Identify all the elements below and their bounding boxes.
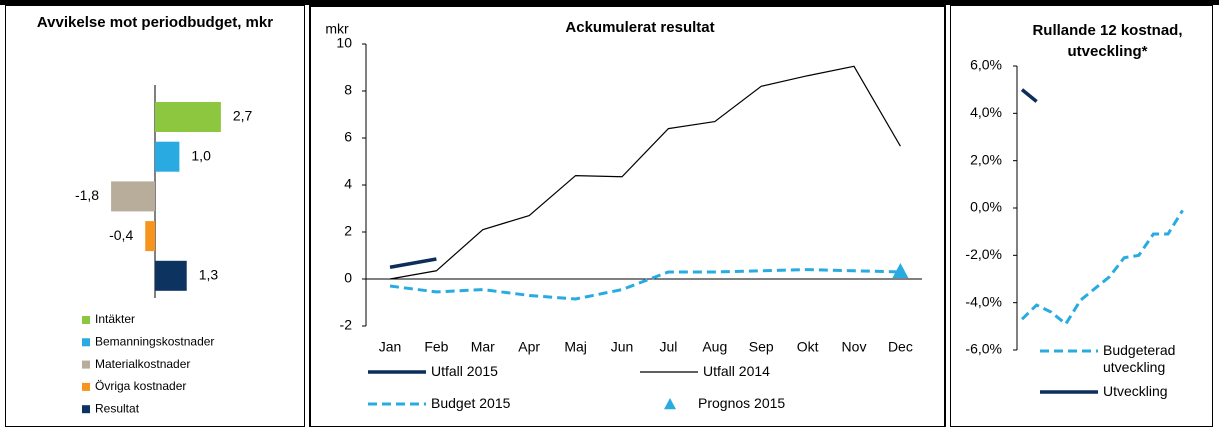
legend-label: Utfall 2015 (431, 363, 498, 379)
legend-swatch (82, 316, 90, 324)
y-tick-label: -2 (340, 317, 353, 333)
series-line (389, 65, 901, 280)
x-tick-label: Nov (842, 339, 867, 355)
x-tick-label: Okt (797, 339, 819, 355)
series-line (1020, 88, 1038, 103)
legend-label: Prognos 2015 (698, 395, 786, 411)
x-tick-label: Aug (702, 339, 727, 355)
y-tick-label: -2,0% (965, 246, 1002, 262)
y-tick-label: 2 (344, 223, 352, 239)
legend-swatch (82, 338, 90, 347)
y-tick-label: 8 (344, 82, 352, 98)
marker (892, 262, 909, 278)
data-label: -0,4 (109, 227, 133, 243)
x-tick-label: Maj (564, 339, 587, 355)
chart-title: Avvikelse mot periodbudget, mkr (36, 14, 274, 31)
y-tick-label: 2,0% (970, 151, 1002, 167)
series-line (1020, 209, 1184, 327)
legend-label: Intäkter (95, 312, 135, 326)
y-tick-label: -6,0% (965, 341, 1002, 357)
legend-label: Budget 2015 (431, 395, 511, 411)
legend-label: Materialkostnader (95, 357, 190, 371)
legend-label: Utveckling (1103, 383, 1168, 399)
x-tick-label: Apr (518, 339, 540, 355)
legend-label: Utfall 2014 (703, 363, 770, 379)
legend-label: Budgeterad utveckling (1103, 342, 1176, 375)
legend-label: Resultat (95, 401, 140, 415)
series-line (389, 257, 437, 269)
x-tick-label: Dec (888, 339, 913, 355)
y-tick-label: 4,0% (970, 104, 1002, 120)
legend-swatch (82, 382, 90, 391)
series-line (389, 268, 901, 301)
bar (145, 221, 155, 252)
data-label: 1,3 (199, 267, 219, 283)
x-tick-label: Jun (611, 339, 634, 355)
x-tick-label: Jul (659, 339, 677, 355)
legend-label: Bemanningskostnader (95, 334, 214, 348)
y-tick-label: 6 (344, 129, 352, 145)
y-tick-label: 4 (344, 176, 352, 192)
x-tick-label: Sep (749, 339, 774, 355)
bar (155, 141, 180, 172)
bar (155, 260, 187, 291)
data-label: 2,7 (233, 108, 253, 124)
x-tick-label: Jan (379, 339, 402, 355)
chart-title: Rullande 12 kostnad, utveckling* (1032, 22, 1183, 60)
legend-label: Övriga kostnader (95, 379, 186, 393)
y-tick-label: 0 (344, 270, 352, 286)
y-tick-label: 10 (336, 35, 352, 51)
x-tick-label: Feb (424, 339, 448, 355)
y-tick-label: 6,0% (970, 57, 1002, 73)
legend-swatch (82, 405, 90, 414)
data-label: 1,0 (191, 147, 211, 163)
y-tick-label: -4,0% (965, 293, 1002, 309)
legend-swatch (82, 360, 90, 369)
y-axis-label: mkr (325, 21, 349, 37)
x-tick-label: Mar (471, 339, 495, 355)
bar (111, 181, 155, 212)
panel-border (309, 5, 946, 427)
y-tick-label: 0,0% (970, 199, 1002, 215)
bar (155, 102, 221, 132)
chart-title: Ackumulerat resultat (565, 19, 714, 36)
data-label: -1,8 (75, 187, 99, 203)
legend-marker (664, 398, 676, 410)
top-bar (0, 0, 1219, 5)
